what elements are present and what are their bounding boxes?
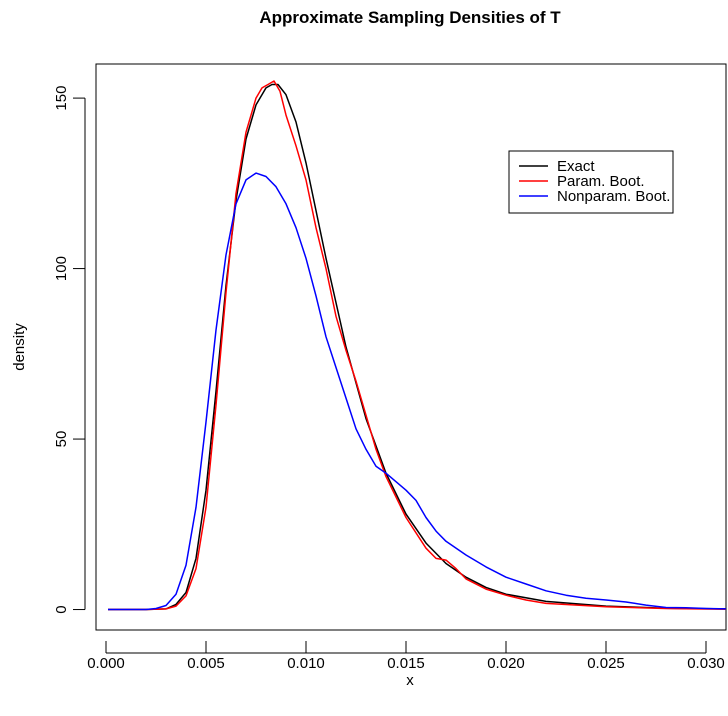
series-line-exact [108,83,727,611]
x-axis-label: x [406,672,414,689]
legend-label-param-boot: Param. Boot. [557,173,645,190]
series-layer [108,80,727,611]
y-axis-label: density [11,323,28,371]
chart-title: Approximate Sampling Densities of T [259,8,561,27]
y-tick-label: 100 [53,256,70,281]
x-tick-label: 0.020 [487,655,525,672]
y-tick-label: 50 [53,431,70,448]
plot-frame [95,63,727,631]
series-line-nonparam-boot [108,172,727,611]
legend-box [508,150,674,214]
x-tick-label: 0.010 [287,655,325,672]
legend-label-nonparam-boot: Nonparam. Boot. [557,188,670,205]
x-tick-label: 0.005 [187,655,225,672]
y-axis: 0 50 100 150 [53,86,86,614]
series-line-param-boot [108,80,727,611]
y-tick-label: 150 [53,86,70,111]
x-tick-label: 0.030 [687,655,725,672]
x-tick-label: 0.025 [587,655,625,672]
x-axis: 0.000 0.005 0.010 0.015 0.020 0.025 0.030 [87,641,725,672]
x-tick-label: 0.015 [387,655,425,672]
y-tick-label: 0 [53,605,70,613]
legend-label-exact: Exact [557,158,595,175]
x-tick-label: 0.000 [87,655,125,672]
